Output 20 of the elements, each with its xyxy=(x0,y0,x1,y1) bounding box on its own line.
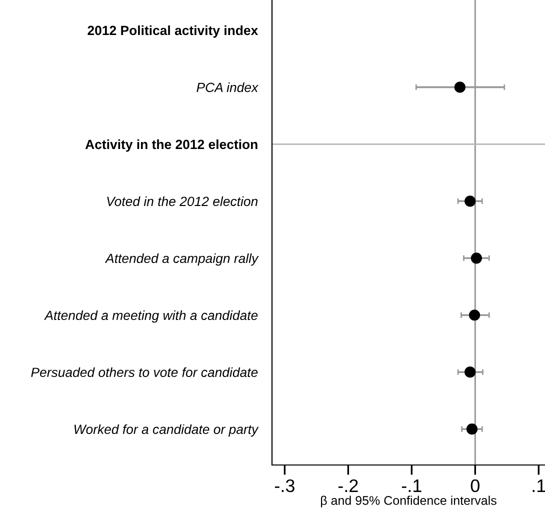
x-tick-label: 0 xyxy=(470,479,480,492)
y-tick-label: Voted in the 2012 election xyxy=(107,196,258,206)
x-tick-label: .1 xyxy=(532,480,545,492)
point xyxy=(466,424,478,435)
point xyxy=(470,252,482,264)
x-axis-title: β and 95% Confidence intervals xyxy=(321,496,496,508)
y-tick-label: Activity in the 2012 election xyxy=(85,139,258,152)
y-tick-label: Attended a meeting with a candidate xyxy=(44,310,258,323)
y-tick-label: Worked for a candidate or party xyxy=(74,424,259,437)
y-tick-label: Attended a campaign rally xyxy=(104,253,259,266)
y-tick-label: 2012 Political activity index xyxy=(88,25,258,38)
y-tick-label: PCA index xyxy=(196,82,258,92)
point xyxy=(464,196,476,207)
x-tick-label: -.2 xyxy=(338,479,358,492)
point xyxy=(464,366,476,378)
x-tick-label: -.1 xyxy=(402,480,422,492)
point xyxy=(468,310,480,321)
x-tick-label: -.3 xyxy=(274,479,294,492)
y-tick-label: Persuaded others to vote for candidate xyxy=(31,367,258,378)
point xyxy=(454,82,466,93)
